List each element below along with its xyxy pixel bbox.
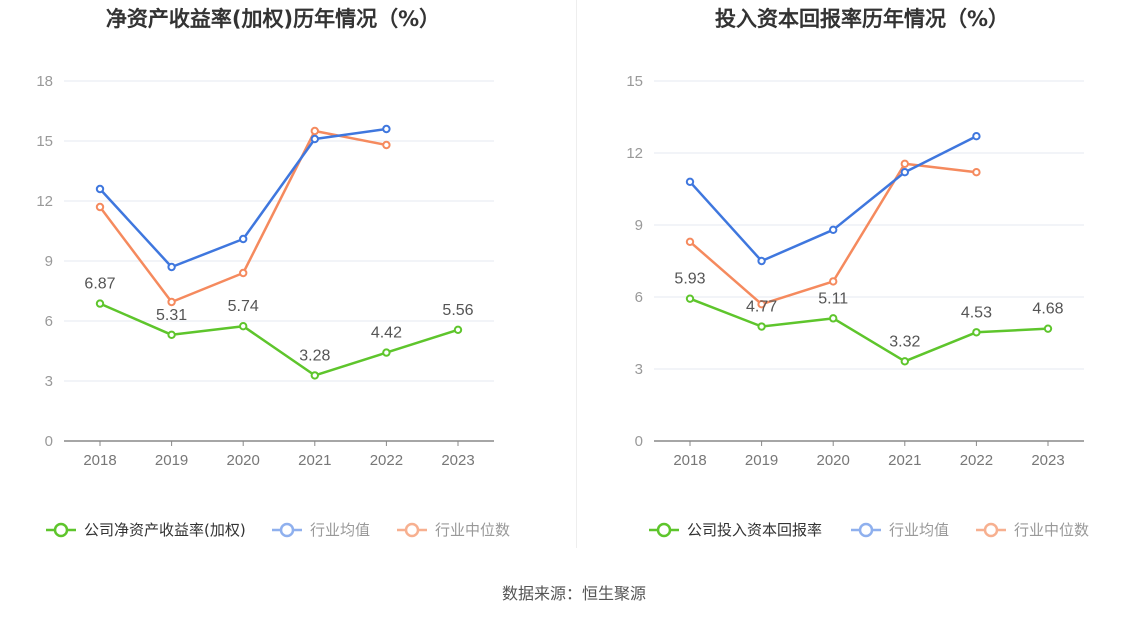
legend-item-industry-avg: 行业均值	[851, 521, 949, 539]
data-label: 4.77	[746, 299, 777, 316]
data-label: 4.68	[1032, 301, 1063, 318]
chart-divider	[576, 0, 577, 548]
chart-title: 净资产收益率(加权)历年情况（%）	[106, 7, 440, 31]
data-label: 5.31	[156, 307, 187, 324]
legend-label: 行业均值	[889, 521, 949, 539]
legend-item-company: 公司投入资本回报率	[649, 521, 822, 539]
legend-label: 行业中位数	[435, 521, 510, 539]
data-label: 6.87	[84, 276, 115, 293]
x-tick-label: 2022	[370, 452, 403, 469]
x-tick-label: 2020	[227, 452, 260, 469]
y-tick-label: 3	[45, 373, 53, 390]
y-tick-label: 9	[635, 217, 643, 234]
y-tick-label: 15	[626, 73, 643, 90]
data-point-company	[685, 294, 695, 303]
x-tick-label: 2021	[888, 452, 921, 469]
data-point-industry-avg	[167, 262, 176, 272]
data-point-industry-avg	[95, 184, 105, 194]
data-label: 3.32	[889, 333, 920, 350]
y-tick-label: 12	[626, 145, 643, 162]
data-point-industry-median	[382, 140, 391, 150]
x-tick-label: 2018	[83, 452, 116, 469]
data-point-industry-median	[95, 202, 105, 212]
series-line-company	[689, 297, 1049, 363]
data-point-company	[972, 328, 981, 337]
y-tick-label: 3	[635, 361, 643, 378]
legend-item-industry-avg: 行业均值	[272, 521, 370, 539]
data-point-company	[453, 325, 463, 334]
x-tick-label: 2023	[1031, 452, 1064, 469]
x-tick-label: 2019	[155, 452, 188, 469]
legend-swatch-marker	[656, 522, 672, 538]
data-point-company	[1043, 324, 1053, 333]
y-tick-label: 15	[36, 133, 53, 150]
y-tick-label: 18	[36, 73, 53, 90]
legend-item-company: 公司净资产收益率(加权)	[46, 521, 246, 539]
data-point-industry-median	[829, 277, 838, 286]
x-tick-label: 2018	[673, 452, 706, 469]
legend-item-industry-median: 行业中位数	[976, 521, 1089, 539]
x-tick-label: 2023	[441, 452, 474, 469]
legend-label: 公司净资产收益率(加权)	[84, 521, 246, 539]
data-label: 5.56	[442, 302, 473, 319]
series-line-company	[99, 302, 459, 377]
data-label: 5.74	[228, 298, 259, 315]
legend-label: 行业中位数	[1014, 521, 1089, 539]
data-point-industry-avg	[239, 234, 248, 244]
data-label: 4.42	[371, 325, 402, 342]
legend-label: 公司投入资本回报率	[687, 521, 822, 539]
y-tick-label: 9	[45, 253, 53, 270]
data-point-company	[167, 330, 176, 339]
data-point-industry-median	[972, 168, 981, 177]
data-point-industry-avg	[900, 168, 909, 177]
chart-title: 投入资本回报率历年情况（%）	[715, 7, 1009, 31]
data-point-industry-median	[167, 297, 176, 307]
data-point-industry-median	[310, 126, 319, 136]
data-point-industry-median	[685, 237, 695, 247]
y-tick-label: 6	[45, 313, 53, 330]
legend-label: 行业均值	[310, 521, 370, 539]
data-point-industry-median	[757, 300, 766, 309]
data-point-industry-median	[900, 159, 909, 169]
data-point-industry-avg	[972, 132, 981, 141]
series-line-industry-avg	[689, 135, 977, 263]
data-point-company	[239, 322, 248, 331]
x-tick-label: 2020	[817, 452, 850, 469]
data-source-text: 数据来源：恒生聚源	[501, 584, 646, 603]
data-point-industry-avg	[382, 124, 391, 134]
data-point-industry-median	[239, 268, 248, 278]
data-label: 4.53	[961, 304, 992, 321]
legend-swatch-marker	[858, 522, 874, 538]
legend-swatch-marker	[983, 522, 999, 538]
y-tick-label: 6	[635, 289, 643, 306]
y-tick-label: 0	[635, 433, 643, 450]
chart-2: 投入资本回报率历年情况（%） 0 3 6 9 12 15 2018 2019 2020 2021 20…	[626, 7, 1089, 539]
data-point-industry-avg	[829, 225, 838, 235]
y-tick-label: 12	[36, 193, 53, 210]
data-point-company	[900, 357, 909, 366]
data-label: 3.28	[299, 347, 330, 364]
series-line-industry-avg	[99, 127, 387, 269]
x-tick-label: 2021	[298, 452, 331, 469]
data-point-company	[382, 348, 391, 357]
x-tick-label: 2022	[960, 452, 993, 469]
y-tick-label: 0	[45, 433, 53, 450]
data-point-company	[829, 314, 838, 323]
data-point-industry-avg	[685, 177, 695, 187]
data-point-industry-avg	[310, 134, 319, 144]
data-point-company	[757, 322, 766, 331]
chart-1: 净资产收益率(加权)历年情况（%） 0 3 6 9 12 15 18 2018 2019 2020 2…	[36, 7, 510, 539]
legend-item-industry-median: 行业中位数	[397, 521, 510, 539]
legend-swatch-marker	[404, 522, 420, 538]
legend-swatch-marker	[53, 522, 69, 538]
data-point-company	[310, 371, 319, 380]
data-point-company	[95, 299, 105, 308]
legend-swatch-marker	[279, 522, 295, 538]
data-point-industry-avg	[757, 256, 766, 266]
data-label: 5.93	[674, 271, 705, 288]
x-tick-label: 2019	[745, 452, 778, 469]
data-label: 5.11	[818, 290, 848, 307]
